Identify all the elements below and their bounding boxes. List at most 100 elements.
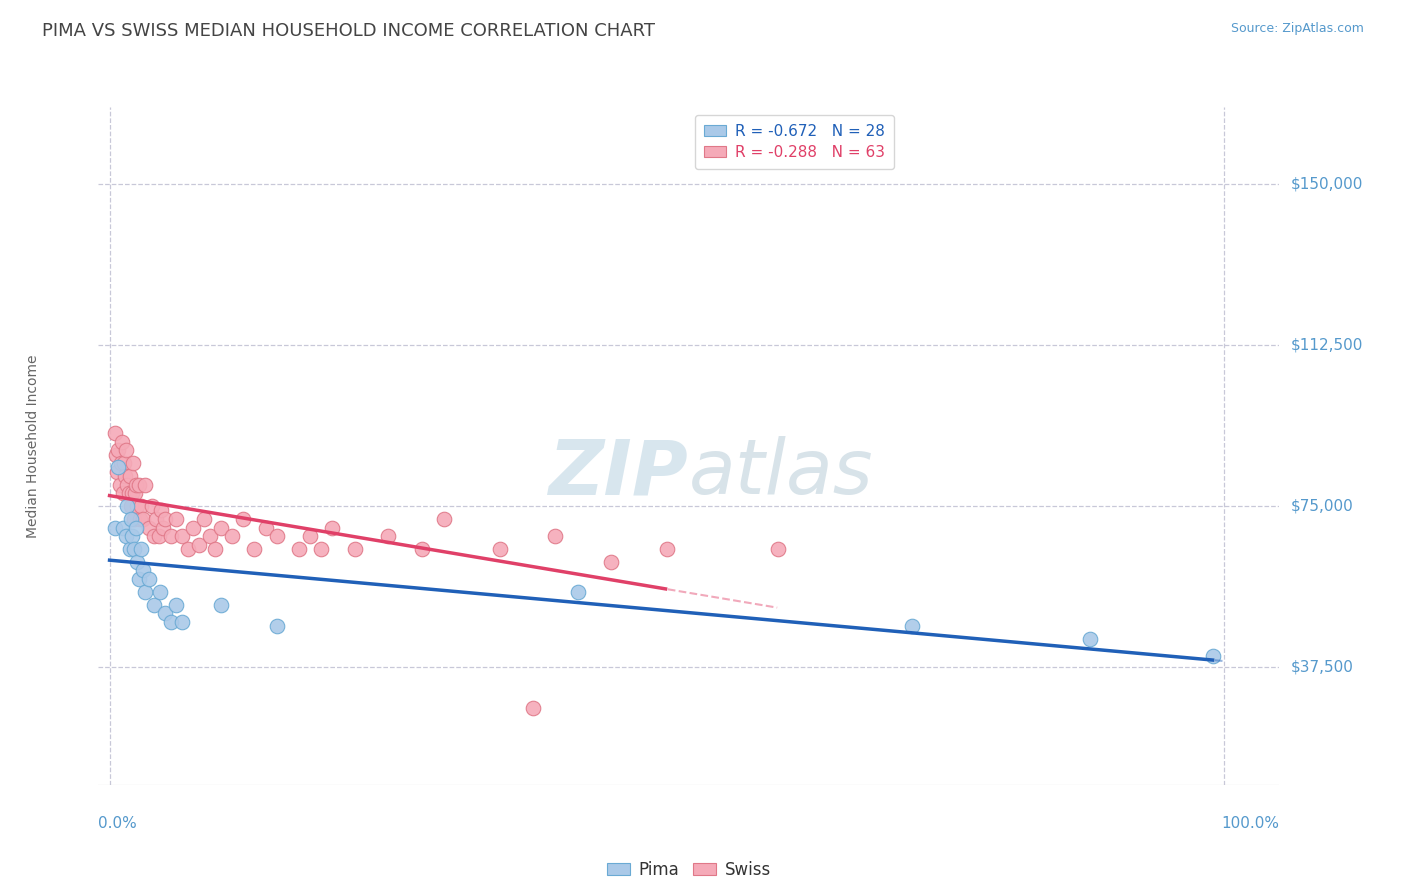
Point bbox=[181, 520, 204, 534]
Text: Median Household Income: Median Household Income bbox=[27, 354, 41, 538]
Text: Source: ZipAtlas.com: Source: ZipAtlas.com bbox=[1230, 22, 1364, 36]
Point bbox=[112, 456, 135, 470]
Point bbox=[120, 512, 142, 526]
Point bbox=[152, 520, 174, 534]
Point bbox=[266, 619, 288, 633]
Point bbox=[110, 456, 132, 470]
Point bbox=[105, 448, 128, 462]
Point bbox=[132, 512, 155, 526]
Point bbox=[125, 520, 148, 534]
Point bbox=[111, 434, 134, 449]
Point bbox=[198, 529, 221, 543]
Point bbox=[209, 520, 232, 534]
Point bbox=[127, 555, 149, 569]
Point bbox=[343, 541, 366, 556]
Point bbox=[125, 477, 148, 491]
Point bbox=[149, 585, 172, 599]
Point bbox=[155, 607, 177, 621]
Point bbox=[141, 499, 163, 513]
Point bbox=[377, 529, 399, 543]
Point bbox=[107, 460, 129, 475]
Point bbox=[127, 499, 149, 513]
Point bbox=[128, 477, 150, 491]
Point bbox=[117, 477, 139, 491]
Point bbox=[134, 585, 156, 599]
Point bbox=[107, 443, 129, 458]
Text: ZIP: ZIP bbox=[550, 436, 689, 510]
Point bbox=[160, 529, 183, 543]
Point bbox=[117, 499, 139, 513]
Point bbox=[232, 512, 254, 526]
Point bbox=[115, 443, 138, 458]
Point bbox=[117, 486, 139, 500]
Point bbox=[149, 503, 172, 517]
Point bbox=[122, 541, 145, 556]
Point bbox=[138, 572, 160, 586]
Point bbox=[128, 572, 150, 586]
Point bbox=[522, 700, 544, 714]
Point bbox=[118, 541, 141, 556]
Point bbox=[138, 520, 160, 534]
Text: $37,500: $37,500 bbox=[1291, 659, 1354, 674]
Point bbox=[766, 541, 789, 556]
Point bbox=[243, 541, 266, 556]
Point bbox=[1201, 649, 1223, 664]
Point bbox=[115, 529, 138, 543]
Point bbox=[148, 529, 170, 543]
Legend: Pima, Swiss: Pima, Swiss bbox=[600, 855, 778, 886]
Point bbox=[143, 529, 166, 543]
Point bbox=[655, 541, 678, 556]
Point bbox=[114, 469, 136, 483]
Point bbox=[121, 529, 143, 543]
Point bbox=[122, 512, 145, 526]
Point bbox=[143, 598, 166, 612]
Point bbox=[900, 619, 922, 633]
Point bbox=[176, 541, 198, 556]
Point bbox=[111, 520, 134, 534]
Point bbox=[121, 486, 143, 500]
Point bbox=[544, 529, 567, 543]
Point bbox=[170, 529, 193, 543]
Point bbox=[411, 541, 433, 556]
Point bbox=[321, 520, 343, 534]
Point bbox=[155, 512, 177, 526]
Point bbox=[165, 512, 187, 526]
Point bbox=[145, 512, 167, 526]
Point bbox=[204, 541, 226, 556]
Point bbox=[567, 585, 589, 599]
Point bbox=[209, 598, 232, 612]
Point bbox=[105, 465, 128, 479]
Point bbox=[104, 426, 127, 441]
Point bbox=[187, 538, 209, 552]
Point bbox=[299, 529, 322, 543]
Point bbox=[129, 541, 152, 556]
Point bbox=[1078, 632, 1101, 646]
Text: 0.0%: 0.0% bbox=[98, 815, 138, 830]
Point bbox=[118, 469, 141, 483]
Point bbox=[129, 499, 152, 513]
Point bbox=[122, 456, 145, 470]
Text: atlas: atlas bbox=[689, 436, 873, 510]
Point bbox=[165, 598, 187, 612]
Text: 100.0%: 100.0% bbox=[1222, 815, 1279, 830]
Point bbox=[193, 512, 215, 526]
Point bbox=[600, 555, 623, 569]
Point bbox=[132, 563, 155, 577]
Point bbox=[160, 615, 183, 629]
Point bbox=[104, 520, 127, 534]
Point bbox=[124, 486, 146, 500]
Point bbox=[128, 512, 150, 526]
Point bbox=[433, 512, 456, 526]
Point bbox=[266, 529, 288, 543]
Text: PIMA VS SWISS MEDIAN HOUSEHOLD INCOME CORRELATION CHART: PIMA VS SWISS MEDIAN HOUSEHOLD INCOME CO… bbox=[42, 22, 655, 40]
Text: $75,000: $75,000 bbox=[1291, 499, 1354, 514]
Point bbox=[309, 541, 332, 556]
Point bbox=[488, 541, 510, 556]
Point bbox=[108, 477, 131, 491]
Point bbox=[254, 520, 277, 534]
Point bbox=[111, 486, 134, 500]
Point bbox=[288, 541, 311, 556]
Text: $112,500: $112,500 bbox=[1291, 338, 1362, 352]
Point bbox=[120, 499, 142, 513]
Point bbox=[170, 615, 193, 629]
